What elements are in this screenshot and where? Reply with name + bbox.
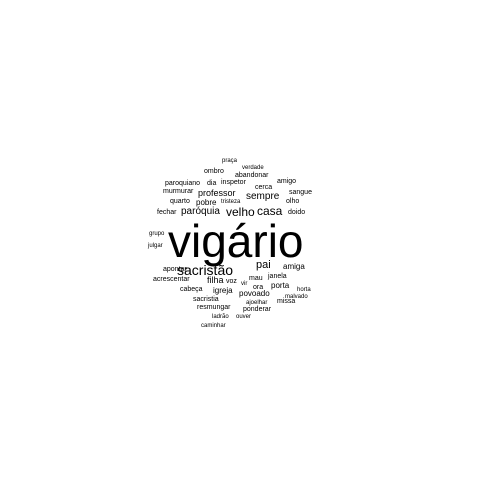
word-casa: casa bbox=[257, 204, 283, 218]
word-sacristia: sacristia bbox=[193, 296, 219, 303]
word-ladrao: ladrão bbox=[212, 314, 229, 320]
word-resmungar: resmungar bbox=[197, 304, 231, 311]
word-abandonar: abandonar bbox=[235, 172, 269, 179]
word-ouver: ouver bbox=[236, 314, 252, 320]
word-ponderar: ponderar bbox=[243, 306, 272, 313]
word-vir: vir bbox=[241, 281, 248, 287]
word-velho: velho bbox=[226, 205, 255, 219]
word-pobre: pobre bbox=[196, 198, 217, 207]
word-quarto: quarto bbox=[170, 198, 190, 205]
word-ajoelhar: ajoelhar bbox=[246, 300, 268, 306]
word-verdade: verdade bbox=[242, 165, 264, 171]
word-sangue: sangue bbox=[289, 189, 312, 196]
word-olho: olho bbox=[286, 198, 300, 205]
word-vigario: vigário bbox=[168, 215, 304, 267]
word-sacristao: sacristão bbox=[177, 262, 234, 278]
word-fechar: fechar bbox=[157, 209, 177, 216]
word-amiga: amiga bbox=[283, 262, 305, 271]
word-povoado: povoado bbox=[239, 289, 270, 298]
word-filha: filha bbox=[207, 275, 224, 285]
word-tristeza: tristeza bbox=[221, 199, 241, 205]
word-caminhar: caminhar bbox=[201, 323, 226, 329]
word-acrescentar: acrescentar bbox=[153, 276, 190, 283]
word-igreja: igreja bbox=[213, 286, 233, 295]
word-missa: missa bbox=[277, 298, 296, 305]
word-praca: praça bbox=[222, 158, 238, 164]
word-voz: voz bbox=[226, 278, 237, 285]
word-porta: porta bbox=[271, 281, 290, 290]
word-malvado: malvado bbox=[285, 294, 308, 300]
word-grupo: grupo bbox=[149, 231, 165, 237]
word-paroquiano: paroquiano bbox=[165, 180, 201, 187]
word-amigo: amigo bbox=[277, 178, 297, 185]
word-sempre: sempre bbox=[246, 191, 280, 202]
word-inspetor: inspetor bbox=[221, 179, 246, 186]
word-horta: horta bbox=[297, 287, 311, 293]
word-professor: professor bbox=[198, 188, 236, 198]
word-pai: pai bbox=[256, 259, 271, 271]
word-ombro: ombro bbox=[204, 168, 224, 175]
word-cerca: cerca bbox=[255, 184, 273, 191]
word-julgar: julgar bbox=[148, 243, 163, 249]
word-janela: janela bbox=[268, 273, 287, 280]
word-paroquia: paróquia bbox=[181, 206, 220, 217]
word-doido: doido bbox=[288, 209, 306, 216]
word-mau: mau bbox=[249, 275, 263, 282]
word-dia: dia bbox=[207, 180, 217, 187]
word-ora: ora bbox=[253, 284, 264, 291]
word-apontar: apontar bbox=[163, 266, 187, 273]
word-cabeca: cabeça bbox=[180, 286, 203, 293]
word-murmurar: murmurar bbox=[163, 188, 194, 195]
